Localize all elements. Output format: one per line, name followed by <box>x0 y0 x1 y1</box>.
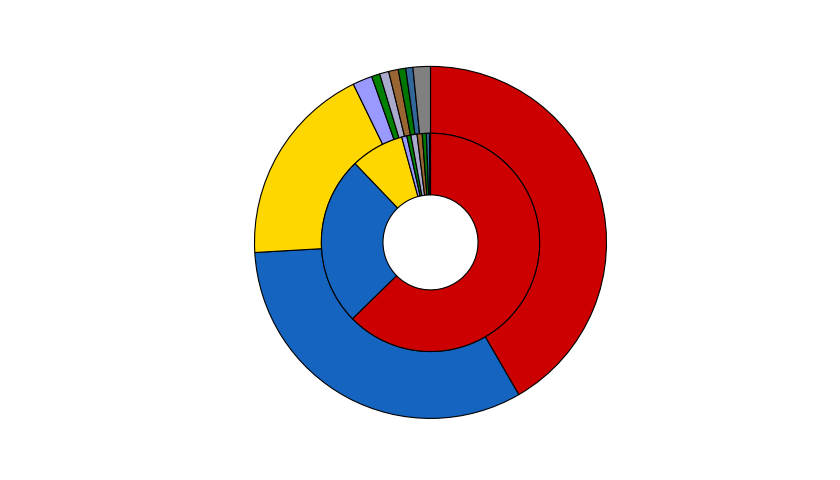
Wedge shape <box>407 135 422 196</box>
Wedge shape <box>423 133 428 195</box>
Wedge shape <box>389 70 411 136</box>
Wedge shape <box>355 137 418 208</box>
Wedge shape <box>413 66 431 134</box>
Wedge shape <box>411 134 425 196</box>
Wedge shape <box>427 133 430 195</box>
Wedge shape <box>353 133 539 351</box>
Wedge shape <box>406 67 419 134</box>
Wedge shape <box>354 76 394 144</box>
Wedge shape <box>255 249 519 419</box>
Wedge shape <box>322 164 397 319</box>
Wedge shape <box>380 72 405 138</box>
Wedge shape <box>372 74 399 140</box>
Wedge shape <box>255 84 383 252</box>
Wedge shape <box>429 133 431 195</box>
Wedge shape <box>417 133 427 195</box>
Wedge shape <box>402 136 420 197</box>
Wedge shape <box>430 66 606 395</box>
Wedge shape <box>398 68 415 135</box>
